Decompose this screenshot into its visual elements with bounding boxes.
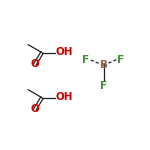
Text: OH: OH — [55, 47, 73, 57]
Text: O: O — [31, 59, 39, 69]
Text: F: F — [82, 55, 89, 65]
Text: O: O — [31, 104, 39, 114]
Text: B: B — [100, 60, 108, 70]
Text: F: F — [117, 55, 124, 65]
Text: OH: OH — [55, 92, 73, 102]
Text: F: F — [100, 81, 107, 91]
